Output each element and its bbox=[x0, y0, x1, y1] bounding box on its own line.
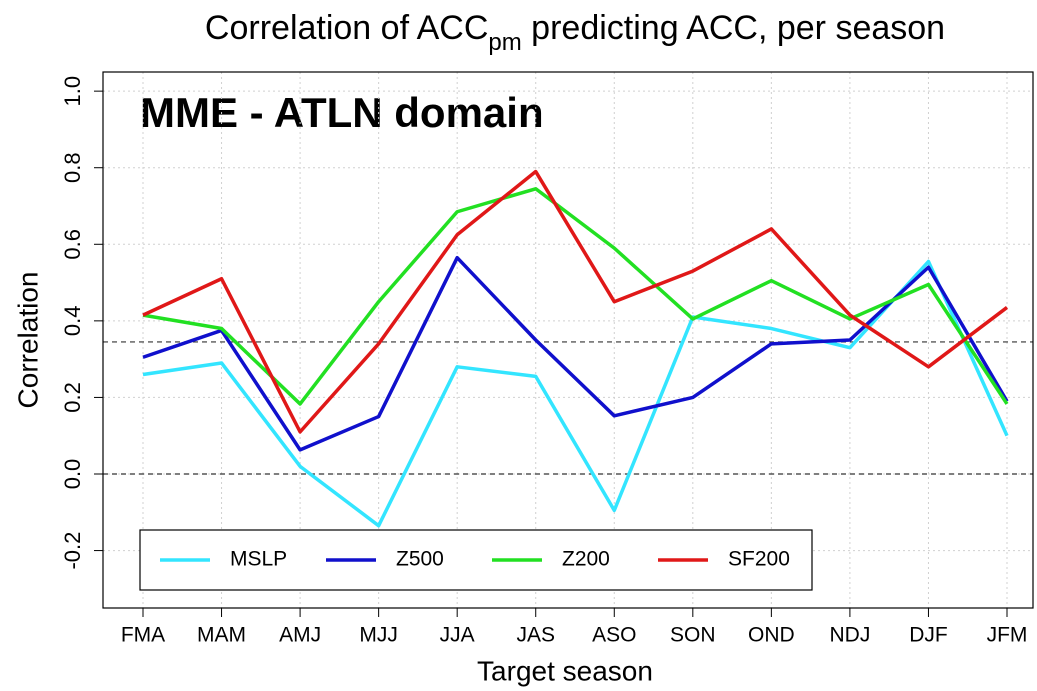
x-tick-label: ASO bbox=[592, 624, 636, 647]
y-tick-label: 0.8 bbox=[60, 152, 85, 183]
x-tick-label: NDJ bbox=[829, 624, 870, 647]
x-tick-label: MAM bbox=[197, 624, 246, 647]
x-tick-label: MJJ bbox=[359, 624, 398, 647]
x-tick-label: DJF bbox=[909, 624, 948, 647]
x-tick-label: JJA bbox=[440, 624, 475, 647]
annotation: MME - ATLN domain bbox=[140, 89, 544, 136]
y-tick-label: 0.0 bbox=[60, 459, 85, 490]
y-tick-label: 1.0 bbox=[60, 76, 85, 107]
x-tick-label: SON bbox=[670, 624, 716, 647]
y-axis-label: Correlation bbox=[12, 272, 43, 409]
x-tick-label: JFM bbox=[987, 624, 1028, 647]
series-line bbox=[142, 187, 1009, 406]
y-tick-label: 0.4 bbox=[60, 306, 85, 337]
legend-label: Z200 bbox=[562, 548, 610, 571]
legend-label: MSLP bbox=[230, 548, 287, 571]
title-part: pm bbox=[488, 29, 521, 56]
series-line bbox=[142, 255, 1009, 452]
legend-label: Z500 bbox=[396, 548, 444, 571]
series-line bbox=[142, 259, 1009, 528]
chart-title: Correlation of ACCpm predicting ACC, per… bbox=[205, 9, 945, 56]
x-tick-label: AMJ bbox=[279, 624, 321, 647]
plot-frame bbox=[102, 71, 1034, 609]
x-tick-label: JAS bbox=[516, 624, 555, 647]
x-tick-label: OND bbox=[748, 624, 795, 647]
title-part: Correlation of ACC bbox=[205, 9, 488, 47]
y-tick-label: 0.2 bbox=[60, 382, 85, 413]
series-line bbox=[142, 169, 1009, 434]
y-tick-label: 0.6 bbox=[60, 229, 85, 260]
y-tick-label: -0.2 bbox=[60, 532, 85, 570]
x-tick-label: FMA bbox=[121, 624, 165, 647]
x-axis-label: Target season bbox=[477, 655, 653, 686]
legend-label: SF200 bbox=[728, 548, 790, 571]
title-part: predicting ACC, per season bbox=[522, 9, 945, 47]
